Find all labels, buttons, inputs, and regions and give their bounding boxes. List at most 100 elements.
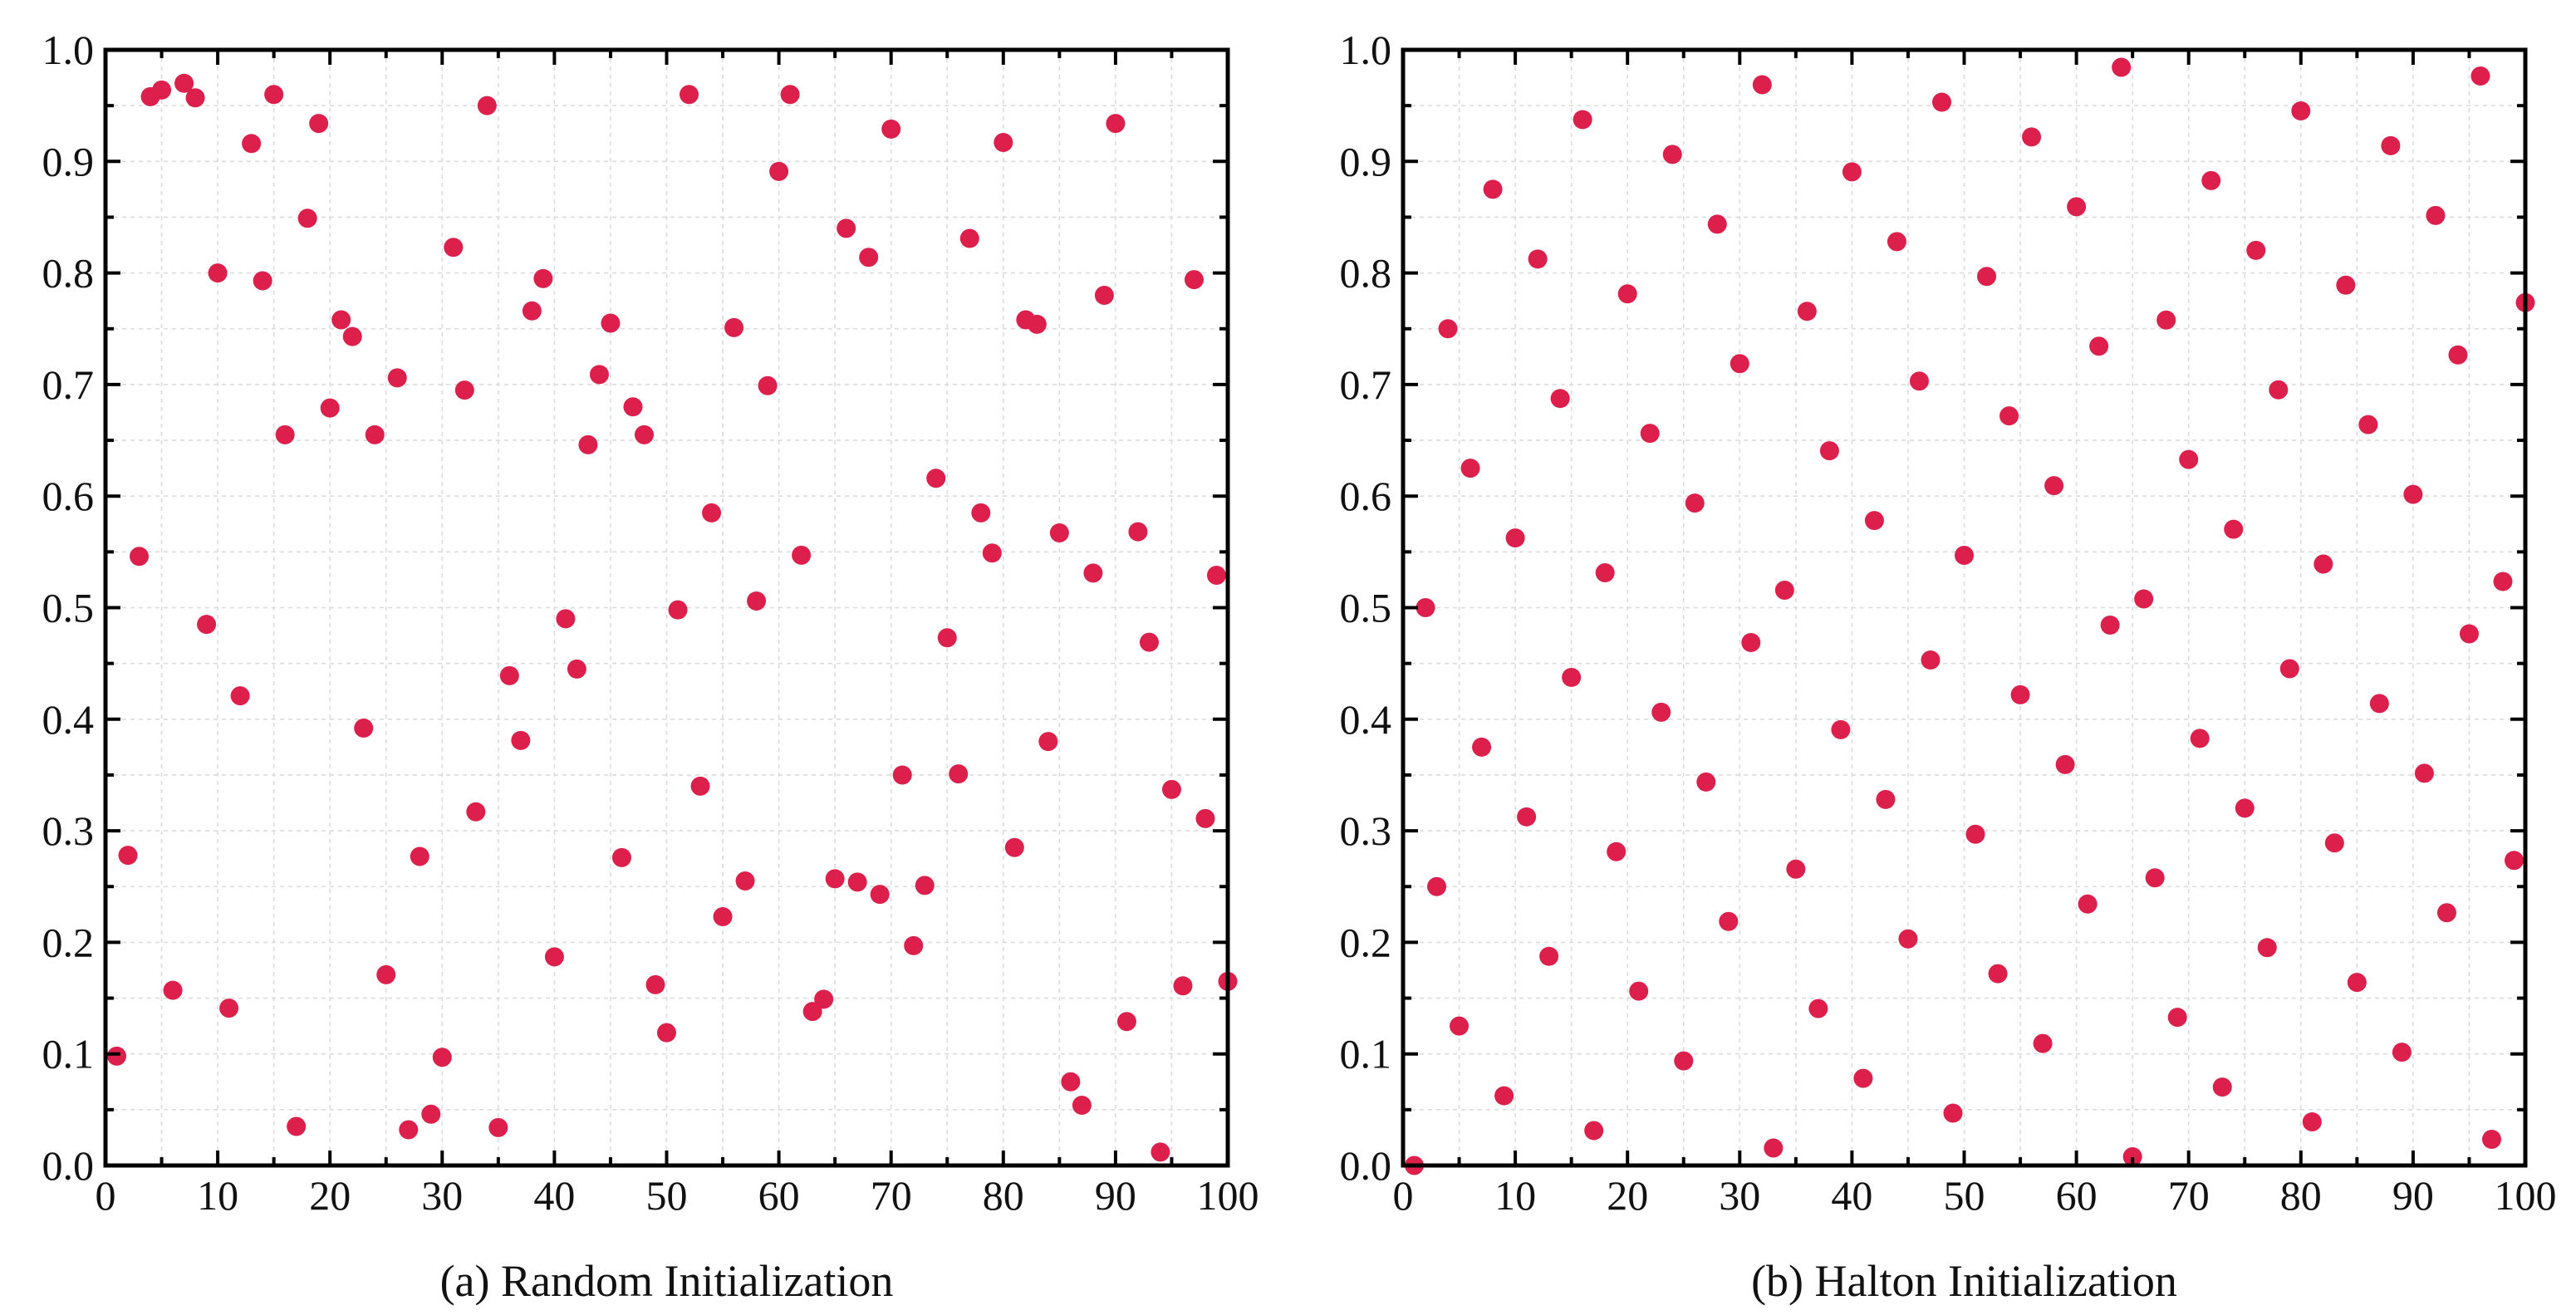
y-tick-label: 0.6 bbox=[1340, 473, 1392, 519]
scatter-point bbox=[219, 999, 239, 1018]
scatter-point bbox=[2324, 833, 2344, 853]
scatter-point bbox=[623, 397, 643, 417]
scatter-point bbox=[511, 730, 531, 750]
scatter-point bbox=[1450, 1016, 1470, 1036]
scatter-point bbox=[1764, 1138, 1784, 1158]
scatter-point bbox=[1853, 1068, 1873, 1088]
x-tick-label: 100 bbox=[2495, 1172, 2557, 1219]
scatter-point bbox=[444, 238, 464, 258]
scatter-point bbox=[2347, 973, 2367, 993]
x-tick-label: 40 bbox=[533, 1172, 575, 1219]
x-tick-label: 10 bbox=[1494, 1172, 1536, 1219]
y-tick-label: 0.4 bbox=[42, 696, 95, 743]
scatter-point bbox=[2291, 101, 2311, 120]
x-tick-label: 20 bbox=[309, 1172, 351, 1219]
scatter-point bbox=[611, 847, 631, 867]
scatter-point bbox=[690, 776, 710, 796]
scatter-point bbox=[814, 989, 834, 1009]
scatter-point bbox=[421, 1104, 441, 1124]
scatter-point bbox=[1876, 789, 1896, 809]
scatter-point bbox=[2134, 589, 2154, 609]
scatter-point bbox=[2481, 1130, 2501, 1150]
scatter-point bbox=[432, 1048, 452, 1067]
scatter-point bbox=[2403, 484, 2423, 504]
scatter-point bbox=[1629, 981, 1649, 1001]
ticks bbox=[1401, 48, 2527, 1167]
grid bbox=[105, 49, 1229, 1166]
scatter-point bbox=[152, 80, 172, 100]
scatter-point bbox=[1139, 632, 1159, 652]
x-tick-label: 30 bbox=[421, 1172, 463, 1219]
scatter-point bbox=[130, 547, 150, 567]
scatter-point bbox=[1049, 523, 1069, 543]
scatter-point bbox=[197, 615, 217, 635]
y-tick-label: 0.1 bbox=[1340, 1031, 1392, 1077]
y-tick-label: 0.3 bbox=[1340, 807, 1392, 854]
scatter-point bbox=[713, 907, 733, 927]
scatter-point bbox=[1607, 842, 1627, 861]
scatter-point bbox=[1184, 270, 1204, 290]
scatter-point bbox=[1741, 632, 1761, 652]
y-tick-label: 0.9 bbox=[1340, 138, 1392, 184]
scatter-point bbox=[264, 85, 284, 105]
scatter-point bbox=[1730, 354, 1749, 374]
y-tick-label: 0.1 bbox=[42, 1031, 95, 1077]
scatter-point bbox=[2089, 336, 2109, 356]
y-tick-label: 0.6 bbox=[42, 473, 95, 519]
scatter-point bbox=[118, 846, 138, 866]
scatter-point bbox=[1472, 737, 1492, 757]
y-tick-label: 0.0 bbox=[1340, 1142, 1392, 1189]
y-tick-label: 0.8 bbox=[42, 250, 95, 297]
x-tick-label: 80 bbox=[983, 1172, 1024, 1219]
scatter-point bbox=[792, 545, 812, 565]
scatter-point bbox=[949, 764, 969, 784]
panel-caption: (a) Random Initialization bbox=[440, 1256, 894, 1306]
y-tick-label: 1.0 bbox=[42, 27, 95, 73]
scatter-point bbox=[2358, 415, 2378, 434]
y-tick-label: 0.8 bbox=[1340, 250, 1392, 297]
scatter-point bbox=[309, 114, 329, 134]
scatter-point bbox=[1999, 406, 2019, 426]
scatter-point bbox=[297, 209, 317, 228]
scatter-point bbox=[1819, 441, 1839, 461]
scatter-point bbox=[724, 317, 744, 337]
scatter-point bbox=[1072, 1095, 1092, 1115]
scatter-point bbox=[1161, 779, 1181, 799]
scatter-point bbox=[2145, 868, 2165, 888]
scatter-point bbox=[1595, 563, 1615, 583]
scatter-point bbox=[376, 964, 396, 984]
scatter-point bbox=[410, 846, 429, 866]
scatter-point bbox=[1774, 581, 1794, 601]
x-tick-label: 40 bbox=[1831, 1172, 1872, 1219]
scatter-point bbox=[657, 1023, 676, 1043]
scatter-point bbox=[2022, 127, 2042, 147]
scatter-point bbox=[1494, 1086, 1514, 1106]
scatter-point bbox=[2179, 449, 2199, 469]
scatter-point bbox=[1116, 1012, 1136, 1032]
scatter-point bbox=[2224, 519, 2244, 539]
scatter-point bbox=[747, 591, 767, 611]
y-tick-label: 0.4 bbox=[1340, 696, 1392, 743]
scatter-point bbox=[466, 802, 486, 822]
scatter-point bbox=[1786, 859, 1806, 879]
scatter-point bbox=[2112, 57, 2132, 77]
scatter-point bbox=[1517, 807, 1537, 827]
scatter-point bbox=[1640, 424, 1660, 444]
scatter-point bbox=[769, 161, 789, 181]
scatter-point bbox=[926, 469, 946, 488]
scatter-point bbox=[1719, 911, 1739, 931]
scatter-point bbox=[2414, 763, 2434, 783]
scatter-point bbox=[1151, 1142, 1170, 1162]
scatter-point bbox=[567, 659, 586, 679]
scatter-point bbox=[982, 543, 1002, 563]
scatter-point bbox=[1173, 976, 1193, 996]
scatter-point bbox=[2313, 554, 2333, 574]
scatter-point bbox=[1004, 837, 1024, 857]
x-tick-label: 60 bbox=[2056, 1172, 2098, 1219]
scatter-point bbox=[1573, 110, 1592, 130]
scatter-point bbox=[1528, 249, 1548, 269]
scatter-point bbox=[1427, 876, 1447, 896]
scatter-point bbox=[994, 132, 1013, 152]
scatter-point bbox=[1909, 371, 1929, 391]
scatter-point bbox=[2010, 684, 2030, 704]
